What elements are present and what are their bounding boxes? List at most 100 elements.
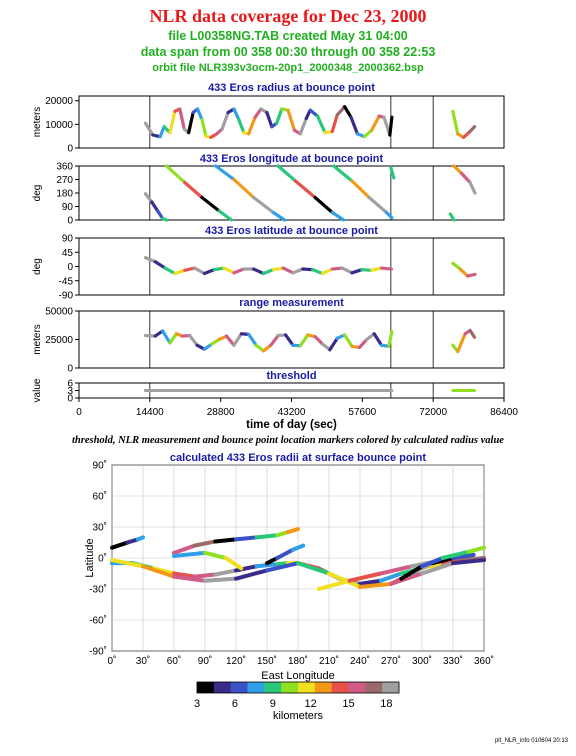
map-track-segment bbox=[420, 561, 455, 576]
series-segment bbox=[195, 107, 204, 122]
series-segment bbox=[276, 164, 298, 183]
series-segment bbox=[315, 114, 327, 135]
series-segment bbox=[349, 115, 360, 136]
series-group bbox=[143, 328, 477, 354]
series-segment bbox=[200, 118, 208, 138]
colorbar-swatch bbox=[230, 682, 248, 693]
series-segment bbox=[253, 107, 263, 119]
series-group bbox=[143, 105, 477, 139]
series-segment bbox=[275, 107, 284, 125]
series-segment bbox=[293, 179, 317, 200]
series-group bbox=[143, 256, 477, 278]
series-segment bbox=[271, 266, 285, 272]
series-segment bbox=[379, 266, 393, 271]
series-segment bbox=[452, 164, 464, 176]
series-segment bbox=[291, 267, 305, 275]
colorbar-swatch bbox=[281, 682, 299, 693]
series-segment bbox=[301, 267, 315, 272]
map-track-segment bbox=[290, 543, 306, 552]
series-segment bbox=[222, 266, 236, 275]
map-x-tick-label: 90˚ bbox=[198, 655, 212, 667]
series-segment bbox=[298, 333, 310, 348]
map-track-segment bbox=[223, 556, 244, 571]
series-segment bbox=[232, 177, 256, 200]
series-segment bbox=[313, 195, 334, 215]
series-group bbox=[143, 164, 477, 222]
map-track-segment bbox=[234, 535, 259, 542]
footer-stamp: plt_NLR_info 010604 20:13 bbox=[494, 738, 568, 744]
series-segment bbox=[271, 210, 287, 222]
y-tick-label: 90 bbox=[62, 202, 74, 213]
map-track-segment bbox=[378, 564, 414, 576]
y-tick-label: -45 bbox=[59, 276, 74, 287]
series-segment bbox=[468, 180, 477, 195]
map-track-segment bbox=[172, 550, 207, 558]
colorbar-swatch bbox=[298, 682, 316, 693]
map-y-tick-label: 60˚ bbox=[93, 491, 107, 503]
y-tick-label: 360 bbox=[56, 162, 73, 173]
series-segment bbox=[311, 268, 325, 276]
series-segment bbox=[298, 116, 308, 136]
map-track-segment bbox=[135, 535, 145, 542]
map-track-segment bbox=[110, 558, 145, 569]
series-segment bbox=[332, 164, 354, 183]
series-segment bbox=[161, 329, 172, 345]
series-segment bbox=[153, 260, 167, 270]
x-tick-label: 72000 bbox=[419, 407, 447, 418]
series-segment bbox=[187, 110, 195, 135]
map-track-segment bbox=[192, 539, 218, 548]
colorbar-swatch bbox=[213, 682, 232, 693]
y-tick-label: 50000 bbox=[45, 307, 73, 318]
y-tick-label: 0 bbox=[67, 364, 73, 375]
series-segment bbox=[164, 164, 187, 185]
file-line: file L00358NG.TAB created May 31 04:00 bbox=[168, 29, 408, 43]
series-segment bbox=[143, 192, 154, 204]
colorbar-tick-label: 9 bbox=[270, 698, 276, 710]
y-tick-label: 6 bbox=[67, 379, 73, 390]
y-axis-label: value bbox=[32, 378, 43, 402]
map-track-segment bbox=[172, 571, 197, 579]
map-track-segment bbox=[275, 547, 295, 560]
panel-title: threshold bbox=[266, 370, 316, 382]
map-track-segment bbox=[420, 556, 445, 569]
y-tick-label: 0 bbox=[67, 262, 73, 273]
series-segment bbox=[202, 268, 216, 276]
map-track-segment bbox=[285, 527, 300, 535]
page-title: NLR data coverage for Dec 23, 2000 bbox=[149, 6, 427, 26]
panel-title: 433 Eros radius at bounce point bbox=[208, 82, 375, 94]
map-track-segment bbox=[466, 545, 486, 554]
x-tick-label: 0 bbox=[76, 407, 82, 418]
y-tick-label: 0 bbox=[67, 394, 73, 405]
map-y-tick-label: 0˚ bbox=[98, 553, 107, 565]
series-segment bbox=[370, 266, 384, 272]
series-segment bbox=[143, 333, 157, 338]
series-segment bbox=[313, 335, 325, 346]
series-segment bbox=[261, 268, 275, 276]
map-y-tick-label: 90˚ bbox=[93, 460, 107, 472]
panel-frame bbox=[78, 95, 505, 149]
series-segment bbox=[232, 107, 241, 122]
series-segment bbox=[460, 171, 472, 185]
y-tick-label: 0 bbox=[67, 216, 73, 227]
map-track-segment bbox=[358, 581, 393, 589]
map-y-tick-label: -30˚ bbox=[89, 584, 107, 596]
series-segment bbox=[465, 272, 477, 278]
series-segment bbox=[343, 333, 354, 348]
map-x-tick-label: 120˚ bbox=[226, 655, 246, 667]
series-segment bbox=[451, 109, 460, 136]
colorbar-tick-label: 3 bbox=[194, 698, 200, 710]
series-segment bbox=[224, 334, 236, 347]
series-segment bbox=[330, 113, 339, 134]
map-track-segment bbox=[440, 549, 471, 560]
span-line: data span from 00 358 00:30 through 00 3… bbox=[140, 45, 436, 59]
panel-title: 433 Eros latitude at bounce point bbox=[205, 225, 378, 237]
series-segment bbox=[247, 115, 257, 136]
map-track-segment bbox=[213, 537, 238, 544]
series-segment bbox=[388, 115, 394, 137]
colorbar-swatch bbox=[382, 682, 400, 693]
map-track-segment bbox=[213, 568, 238, 577]
series-segment bbox=[384, 210, 394, 220]
series-segment bbox=[350, 268, 364, 275]
colorbar-swatch bbox=[331, 682, 349, 693]
series-segment bbox=[328, 336, 339, 352]
